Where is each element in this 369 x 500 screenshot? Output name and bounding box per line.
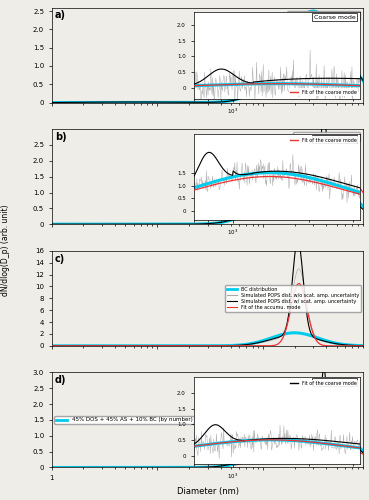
Legend: Fit of the coarse mode: Fit of the coarse mode <box>289 380 358 388</box>
Legend: 45% DOS + 45% AS + 10% BC (by number): 45% DOS + 45% AS + 10% BC (by number) <box>55 416 194 424</box>
Legend: DOS distribution: DOS distribution <box>287 10 361 20</box>
Text: Coarse mode: Coarse mode <box>314 15 355 20</box>
Legend: Fit of the coarse mode: Fit of the coarse mode <box>289 136 358 144</box>
Text: c): c) <box>55 254 65 264</box>
Text: d): d) <box>55 376 66 386</box>
Legend: BC distribution, Simulated POPS dist. w/o scat. amp. uncertainty, Simulated POPS: BC distribution, Simulated POPS dist. w/… <box>225 284 361 312</box>
Text: a): a) <box>55 10 66 20</box>
Text: dN/dlog(D_p) (arb. unit): dN/dlog(D_p) (arb. unit) <box>1 204 10 296</box>
Text: b): b) <box>55 132 66 142</box>
X-axis label: Diameter (nm): Diameter (nm) <box>176 486 239 496</box>
Legend: AS distribution: AS distribution <box>293 132 361 141</box>
Text: Coarse mode: Coarse mode <box>314 380 355 385</box>
Text: Coarse mode: Coarse mode <box>314 136 355 141</box>
Legend: Fit of the coarse mode: Fit of the coarse mode <box>289 88 358 96</box>
